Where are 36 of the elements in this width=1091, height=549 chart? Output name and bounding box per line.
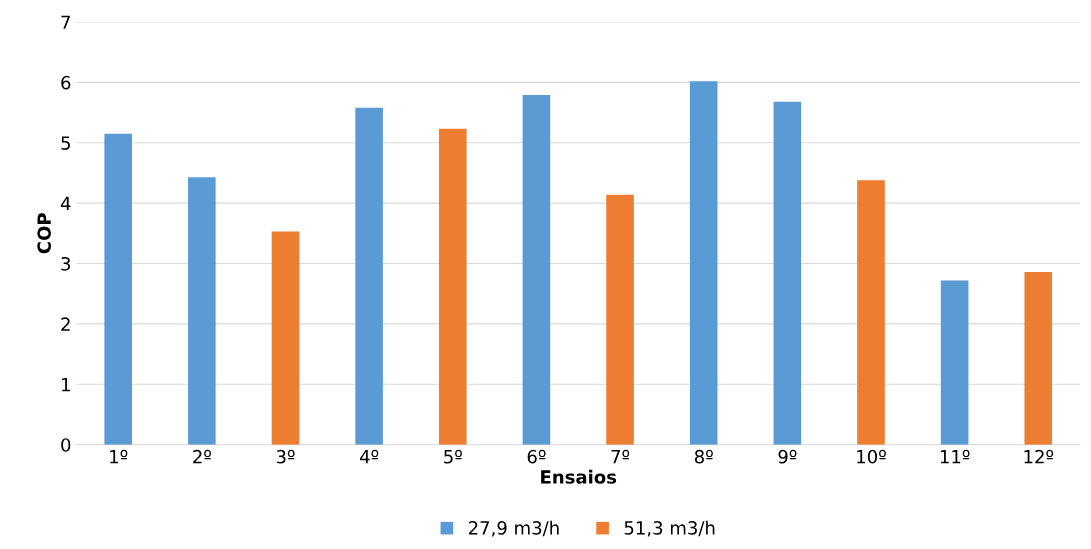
bar bbox=[606, 194, 634, 445]
y-tick-label: 1 bbox=[62, 378, 70, 392]
bar bbox=[355, 107, 383, 445]
x-tick-label: 5º bbox=[444, 449, 462, 464]
bar bbox=[940, 280, 969, 445]
x-tick-label: 4º bbox=[360, 449, 379, 464]
y-tick-label: 7 bbox=[61, 15, 70, 29]
legend-label: 27,9 m3/h bbox=[468, 520, 559, 537]
x-tick-label: 8º bbox=[694, 449, 713, 464]
y-tick-label: 5 bbox=[61, 136, 70, 150]
y-tick-label: 6 bbox=[61, 75, 71, 90]
x-tick-label: 12º bbox=[1024, 449, 1054, 464]
x-tick-label: 11º bbox=[940, 449, 970, 464]
x-tick-label: 7º bbox=[611, 449, 630, 464]
bar bbox=[689, 81, 718, 445]
bar bbox=[1024, 271, 1053, 445]
legend-label: 51,3 m3/h bbox=[624, 520, 715, 537]
bar bbox=[188, 177, 216, 445]
x-tick-label: 10º bbox=[857, 449, 886, 464]
bar bbox=[104, 133, 132, 445]
x-axis-title: Ensaios bbox=[541, 469, 617, 484]
y-axis-title: COP bbox=[37, 213, 51, 254]
x-tick-label: 9º bbox=[778, 449, 797, 464]
bar bbox=[857, 180, 885, 445]
x-tick-label: 1º bbox=[110, 449, 128, 464]
y-tick-label: 4 bbox=[60, 196, 71, 210]
x-tick-label: 3º bbox=[276, 449, 295, 464]
x-tick-label: 6º bbox=[527, 449, 546, 464]
bar bbox=[438, 128, 467, 445]
bar bbox=[271, 231, 300, 445]
bar bbox=[522, 95, 551, 445]
x-tick-label: 2º bbox=[193, 449, 211, 464]
y-tick-label: 2 bbox=[61, 317, 70, 331]
bar bbox=[773, 101, 802, 445]
y-tick-label: 0 bbox=[61, 438, 71, 452]
y-tick-label: 3 bbox=[61, 256, 71, 271]
